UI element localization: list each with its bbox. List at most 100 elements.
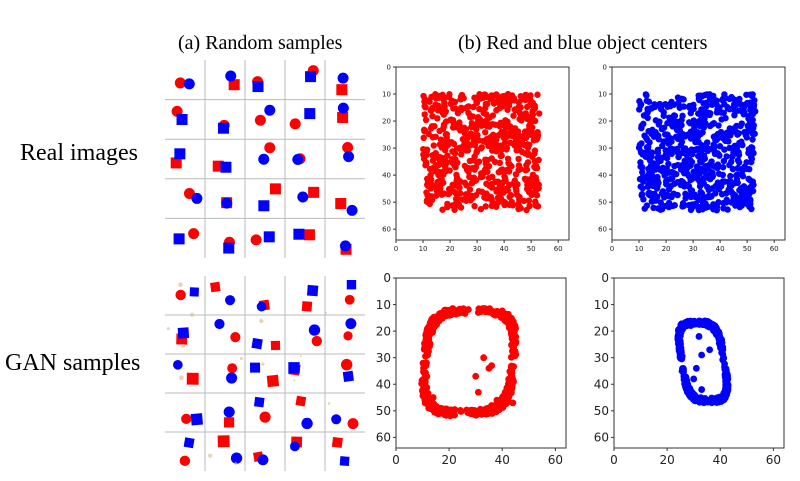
scatter-point — [695, 110, 702, 117]
scatter-point — [434, 107, 442, 114]
sample-square — [210, 281, 221, 293]
scatter-point — [637, 102, 644, 109]
x-tick-label: 60 — [554, 245, 563, 253]
scatter-point — [444, 142, 451, 149]
scatter-point — [458, 151, 465, 158]
scatter-point — [682, 167, 689, 175]
scatter-point — [467, 141, 475, 149]
scatter-point — [718, 191, 726, 198]
scatter-point — [745, 191, 753, 198]
scatter-point — [523, 166, 531, 173]
scatter-point — [698, 351, 706, 359]
scatter-point — [452, 200, 460, 208]
sample-circle — [225, 295, 236, 306]
scatter-point — [529, 175, 537, 183]
scatter-point — [421, 111, 428, 118]
sample-circle — [346, 204, 358, 216]
sample-circle — [225, 70, 237, 82]
scatter-point — [451, 162, 458, 170]
scatter-point — [719, 164, 727, 171]
scatter-point — [655, 136, 663, 143]
scatter-point — [458, 309, 466, 316]
scatter-point — [509, 399, 517, 407]
sample-circle — [227, 363, 238, 374]
sample-circle — [308, 324, 321, 336]
scatter-point — [516, 203, 523, 210]
scatter-point — [709, 185, 716, 192]
artifact-speck — [261, 362, 265, 366]
scatter-point — [463, 197, 470, 204]
scatter-point — [511, 333, 519, 341]
scatter-point — [728, 128, 736, 136]
scatter-point — [465, 191, 472, 198]
scatter-point — [504, 155, 512, 163]
scatter-point — [748, 120, 756, 128]
sample-square — [223, 417, 235, 428]
scatter-point — [747, 103, 754, 110]
y-tick-label: 40 — [376, 377, 391, 391]
scatter-point — [745, 125, 752, 132]
scatter-point — [696, 151, 703, 159]
scatter-point — [745, 175, 752, 183]
scatter-point — [514, 128, 522, 135]
scatter-point — [453, 191, 460, 198]
sample-circle — [290, 441, 300, 452]
sample-circle — [173, 359, 183, 370]
scatter-point — [719, 96, 726, 104]
scatter-point — [482, 100, 489, 108]
scatter-point — [718, 339, 726, 347]
sample-square — [183, 437, 195, 449]
scatter-point — [721, 91, 728, 98]
scatter-point — [497, 119, 505, 127]
scatter-point — [718, 349, 726, 357]
scatter-point — [429, 112, 436, 120]
scatter-point — [471, 166, 478, 173]
scatter-point — [709, 173, 716, 181]
scatter-point — [452, 105, 459, 112]
scatter-point — [643, 92, 650, 99]
scatter-point — [501, 173, 508, 180]
scatter-point — [706, 346, 714, 354]
scatter-point — [681, 183, 688, 190]
scatter-point — [419, 359, 427, 367]
scatter-point — [483, 135, 491, 143]
scatter-point — [497, 103, 504, 110]
y-tick-label: 20 — [376, 324, 391, 338]
scatter-point — [679, 112, 686, 120]
artifact-speck — [181, 343, 186, 348]
scatter-point — [687, 128, 695, 135]
scatter-point — [711, 325, 718, 332]
scatter-point — [450, 140, 458, 148]
scatter-point — [650, 133, 658, 140]
sample-circle — [289, 118, 301, 130]
sample-square — [177, 327, 190, 339]
scatter-point — [743, 134, 750, 141]
scatter-point — [704, 318, 712, 326]
scatter-point — [665, 160, 672, 168]
scatter-point — [504, 118, 511, 126]
sample-square — [212, 160, 224, 172]
header-object-centers: (b) Red and blue object centers — [458, 32, 708, 54]
real-blue-centers-plot: 0 10 20 30 40 50 60 0 10 20 30 40 50 60 — [598, 63, 786, 253]
scatter-point — [448, 97, 456, 104]
scatter-point — [492, 178, 499, 185]
header-random-samples: (a) Random samples — [178, 32, 343, 54]
scatter-point — [715, 199, 722, 206]
scatter-point — [532, 162, 540, 169]
scatter-point — [677, 135, 685, 142]
scatter-point — [687, 176, 694, 184]
scatter-point — [651, 101, 658, 108]
scatter-point — [432, 192, 440, 199]
scatter-point — [715, 185, 723, 193]
scatter-point — [449, 116, 457, 124]
scatter-point — [662, 178, 670, 185]
sample-square — [331, 436, 343, 448]
scatter-point — [665, 203, 673, 210]
sample-square — [304, 108, 316, 120]
scatter-point — [652, 117, 660, 124]
scatter-point — [681, 157, 688, 164]
scatter-point — [512, 107, 519, 114]
x-tick-label: 40 — [500, 245, 509, 253]
scatter-point — [430, 142, 437, 149]
